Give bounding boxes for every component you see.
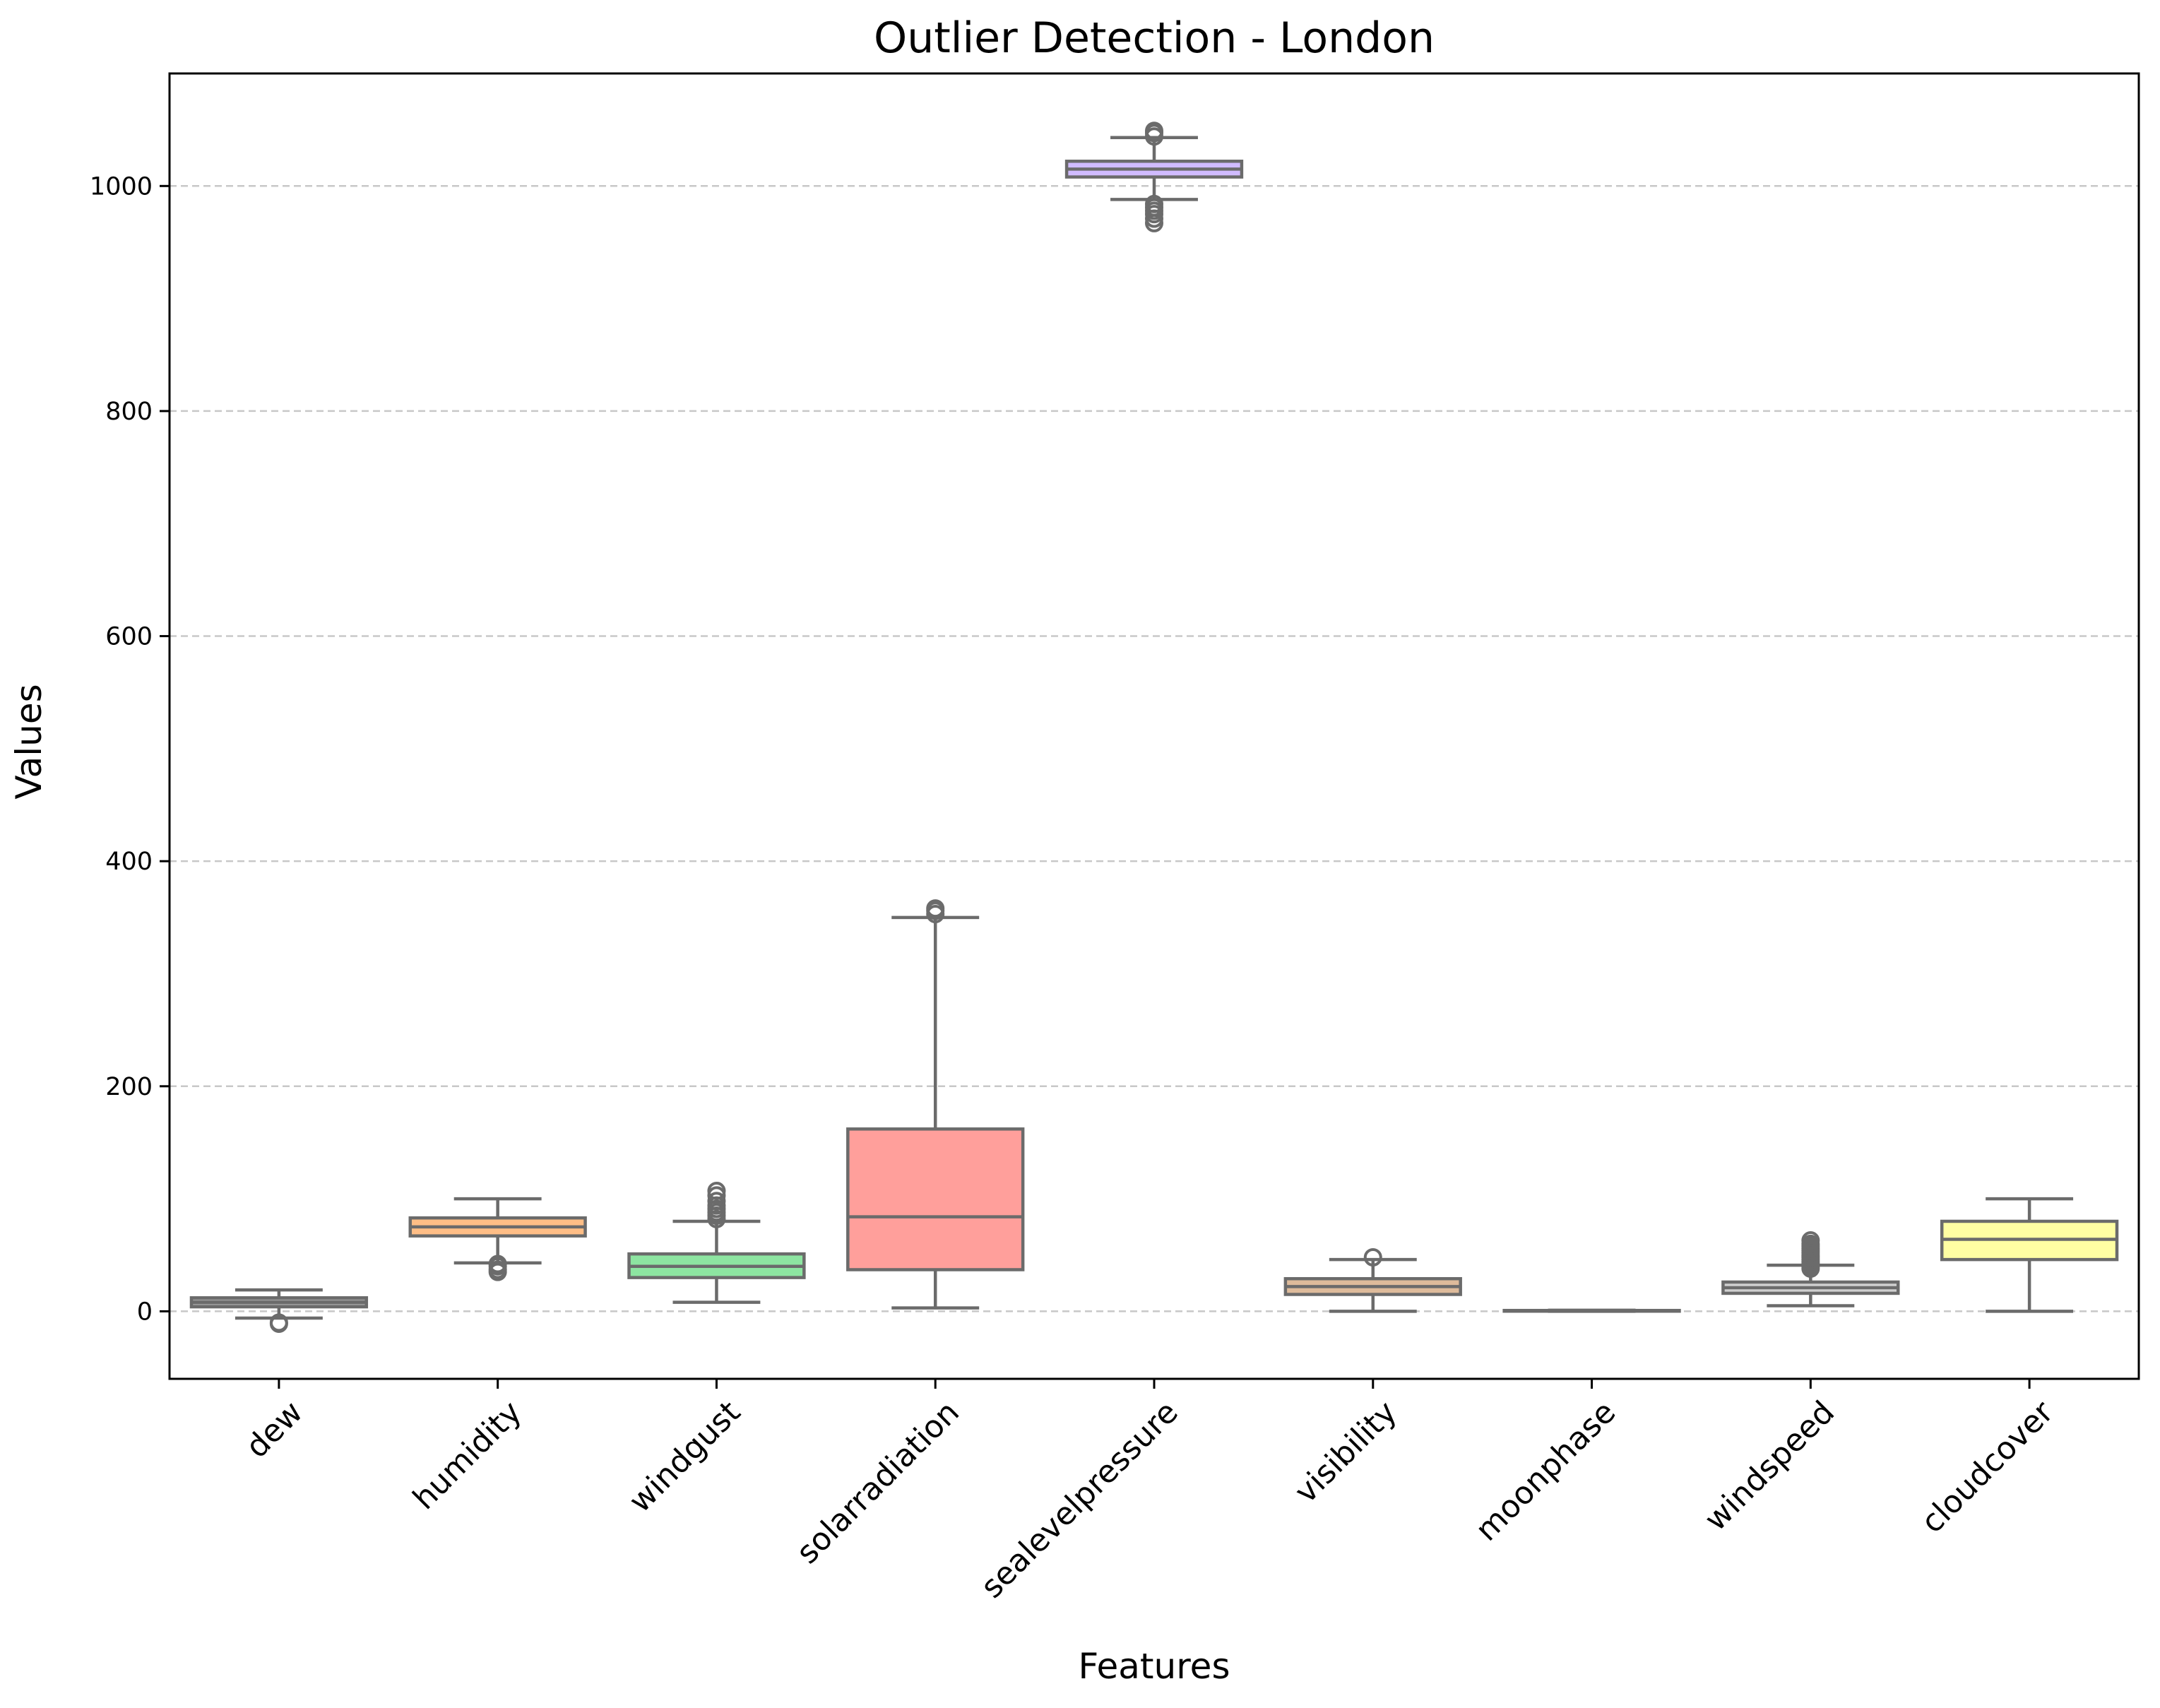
outlier-point bbox=[1145, 121, 1163, 141]
y-tick-label: 400 bbox=[105, 848, 153, 876]
outlier-point bbox=[488, 1255, 507, 1274]
box-sealevelpressure bbox=[1064, 121, 1244, 232]
x-axis: dew humidity windgust solarradiation sealeve… bbox=[239, 1379, 2061, 1606]
box-solarradiation bbox=[846, 899, 1025, 1310]
x-tick-label: humidity bbox=[406, 1394, 528, 1517]
outlier-point bbox=[269, 1314, 288, 1333]
x-axis-label: Features bbox=[1079, 1646, 1230, 1687]
plot-frame bbox=[168, 72, 2140, 1380]
x-tick-label: windgust bbox=[622, 1394, 748, 1520]
box-windgust bbox=[627, 1181, 806, 1304]
x-tick-label: solarradiation bbox=[790, 1394, 966, 1571]
box-moonphase bbox=[1502, 1308, 1681, 1313]
grid-lines bbox=[170, 185, 2139, 1312]
x-tick-label: sealevelpressure bbox=[974, 1394, 1185, 1606]
x-tick-label: moonphase bbox=[1468, 1394, 1622, 1548]
box-dew bbox=[189, 1288, 369, 1333]
outlier-point bbox=[1363, 1247, 1382, 1267]
outlier-point bbox=[707, 1192, 726, 1211]
x-tick-label: dew bbox=[239, 1394, 309, 1465]
box-cloudcover bbox=[1940, 1197, 2119, 1313]
y-tick-label: 200 bbox=[105, 1073, 153, 1101]
y-tick-label: 600 bbox=[105, 623, 153, 651]
box-visibility bbox=[1283, 1247, 1462, 1313]
y-tick-label: 1000 bbox=[90, 172, 153, 201]
x-tick-label: visibility bbox=[1288, 1394, 1404, 1510]
outlier-point bbox=[1145, 194, 1163, 213]
box-humidity bbox=[408, 1197, 587, 1281]
x-tick-label: cloudcover bbox=[1914, 1394, 2060, 1540]
x-tick-label: windspeed bbox=[1697, 1394, 1841, 1538]
y-tick-label: 800 bbox=[105, 398, 153, 426]
outlier-point bbox=[1801, 1231, 1820, 1250]
y-tick-label: 0 bbox=[137, 1298, 153, 1326]
outlier-point bbox=[926, 899, 945, 918]
chart-title: Outlier Detection - London bbox=[874, 13, 1435, 63]
y-axis: 0 200 400 600 800 1000 bbox=[90, 172, 170, 1326]
box-iqr bbox=[846, 1127, 1025, 1271]
outlier-point bbox=[707, 1181, 726, 1200]
y-axis-label: Values bbox=[8, 684, 49, 799]
boxes-group bbox=[189, 121, 2119, 1333]
box-windspeed bbox=[1721, 1231, 1900, 1307]
